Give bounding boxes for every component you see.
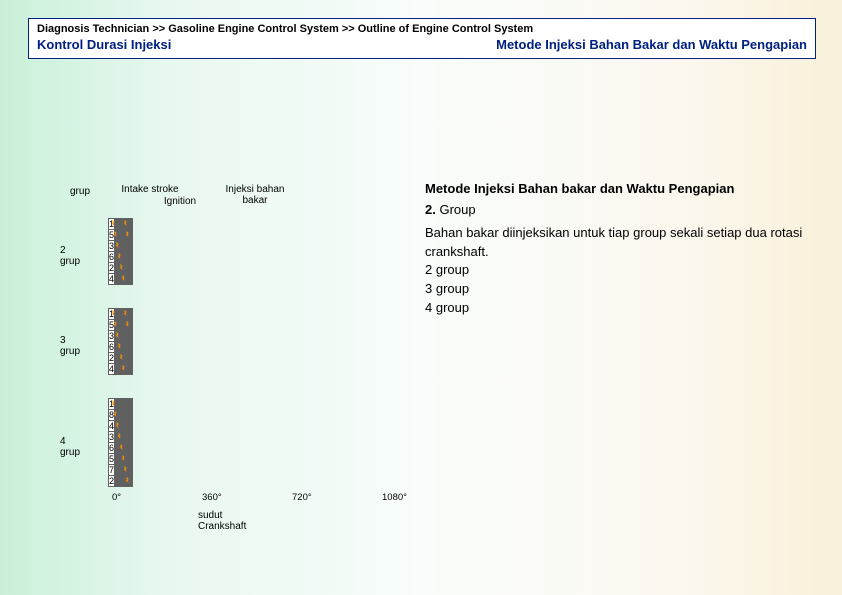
timing-cell bbox=[132, 263, 133, 274]
timing-cell bbox=[132, 342, 133, 353]
timing-cell bbox=[132, 331, 133, 342]
label-grup: grup bbox=[70, 186, 90, 197]
timing-cell bbox=[132, 320, 133, 331]
timing-cell bbox=[132, 353, 133, 364]
xaxis-tick: 1080° bbox=[382, 492, 407, 503]
label-injeksi: Injeksi bahan bakar bbox=[220, 184, 290, 206]
chart-group-label: 4 grup bbox=[60, 436, 80, 458]
timing-cell bbox=[132, 454, 133, 465]
xaxis-tick: 0° bbox=[112, 492, 121, 503]
timing-cell bbox=[132, 230, 133, 241]
timing-cell bbox=[132, 364, 133, 375]
body-subtitle: 2. Group bbox=[425, 201, 815, 220]
timing-cell bbox=[132, 252, 133, 263]
timing-chart: 153624 bbox=[108, 308, 133, 375]
header-subtitle-left: Kontrol Durasi Injeksi bbox=[37, 37, 171, 52]
body-line: 3 group bbox=[425, 280, 815, 299]
timing-cell bbox=[132, 309, 133, 320]
header-box: Diagnosis Technician >> Gasoline Engine … bbox=[28, 18, 816, 59]
body-text: Metode Injeksi Bahan bakar dan Waktu Pen… bbox=[425, 180, 815, 318]
body-title: Metode Injeksi Bahan bakar dan Waktu Pen… bbox=[425, 180, 815, 199]
timing-cell bbox=[132, 219, 133, 230]
chart-group-label: 2 grup bbox=[60, 245, 80, 267]
timing-cell bbox=[132, 476, 133, 487]
label-ignition: Ignition bbox=[155, 196, 205, 207]
xaxis-title: sudut Crankshaft bbox=[198, 510, 246, 532]
header-subtitle-right: Metode Injeksi Bahan Bakar dan Waktu Pen… bbox=[496, 37, 807, 52]
timing-cell bbox=[132, 410, 133, 421]
xaxis-tick: 360° bbox=[202, 492, 222, 503]
timing-cell bbox=[132, 432, 133, 443]
body-line: 2 group bbox=[425, 261, 815, 280]
timing-chart: 18436572 bbox=[108, 398, 133, 487]
body-line: 4 group bbox=[425, 299, 815, 318]
xaxis-tick: 720° bbox=[292, 492, 312, 503]
timing-cell bbox=[132, 421, 133, 432]
timing-chart: 153624 bbox=[108, 218, 133, 285]
timing-cell bbox=[132, 443, 133, 454]
timing-cell bbox=[132, 241, 133, 252]
body-paragraph: Bahan bakar diinjeksikan untuk tiap grou… bbox=[425, 224, 815, 262]
timing-cell bbox=[132, 399, 133, 410]
chart-group-label: 3 grup bbox=[60, 335, 80, 357]
timing-cell bbox=[132, 465, 133, 476]
timing-cell bbox=[132, 274, 133, 285]
breadcrumb: Diagnosis Technician >> Gasoline Engine … bbox=[37, 23, 807, 35]
label-intake: Intake stroke bbox=[115, 184, 185, 195]
